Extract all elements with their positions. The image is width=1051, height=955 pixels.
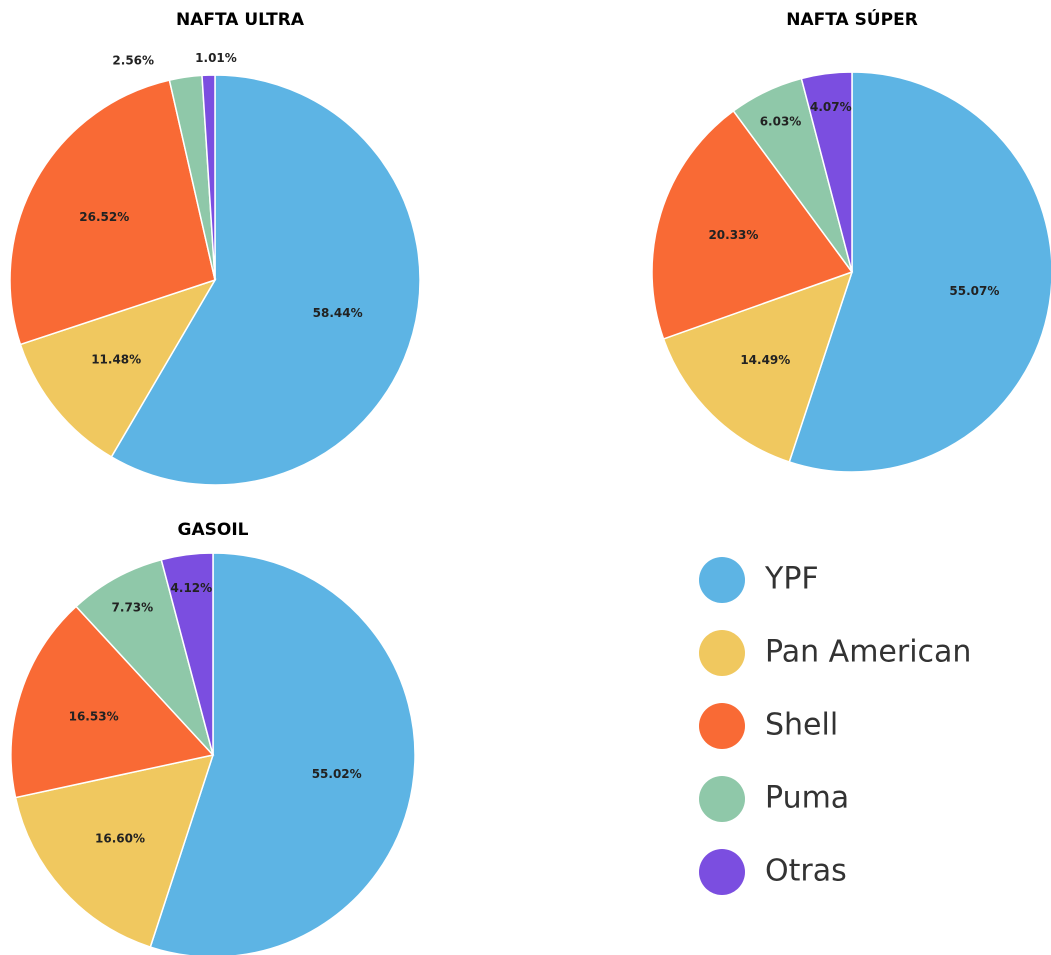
value-label: 2.56% xyxy=(112,53,154,67)
value-label: 20.33% xyxy=(708,228,758,242)
legend-label: Pan American xyxy=(765,635,971,670)
legend-swatch xyxy=(699,557,745,603)
value-label: 58.44% xyxy=(313,306,363,320)
legend-label: Puma xyxy=(765,781,849,816)
pie-slice xyxy=(14,753,215,948)
value-label: 16.60% xyxy=(95,831,145,845)
value-label: 1.01% xyxy=(195,51,237,65)
chart-title: GASOIL xyxy=(178,520,249,540)
value-label: 7.73% xyxy=(112,601,154,615)
pie-slice xyxy=(800,71,853,273)
chart-title: NAFTA SÚPER xyxy=(786,8,918,30)
pie-slice xyxy=(201,74,216,281)
value-label: 55.02% xyxy=(312,767,362,781)
pie-slice xyxy=(788,71,1051,473)
pie-slice xyxy=(651,109,854,340)
value-label: 4.07% xyxy=(810,100,852,114)
legend-swatch xyxy=(699,776,745,822)
legend-swatch xyxy=(699,849,745,895)
pie-slice xyxy=(110,74,421,486)
legend-swatch xyxy=(699,630,745,676)
legend-label: Shell xyxy=(765,708,838,743)
value-label: 26.52% xyxy=(79,210,129,224)
legend-swatch xyxy=(699,703,745,749)
pie-slice xyxy=(9,79,216,346)
value-label: 6.03% xyxy=(760,115,802,129)
chart-title: NAFTA ULTRA xyxy=(176,10,305,30)
value-label: 55.07% xyxy=(949,284,999,298)
value-label: 11.48% xyxy=(91,352,141,366)
legend-label: Otras xyxy=(765,854,847,889)
legend-label: YPF xyxy=(764,562,819,597)
pie-slice xyxy=(10,605,215,799)
value-label: 14.49% xyxy=(740,353,790,367)
pie-slice xyxy=(160,552,214,756)
pie-slice xyxy=(149,552,416,955)
value-label: 4.12% xyxy=(171,581,213,595)
pie-slice xyxy=(75,558,214,756)
pie-slice xyxy=(19,278,217,458)
value-label: 16.53% xyxy=(69,710,119,724)
pie-slice xyxy=(662,270,854,463)
